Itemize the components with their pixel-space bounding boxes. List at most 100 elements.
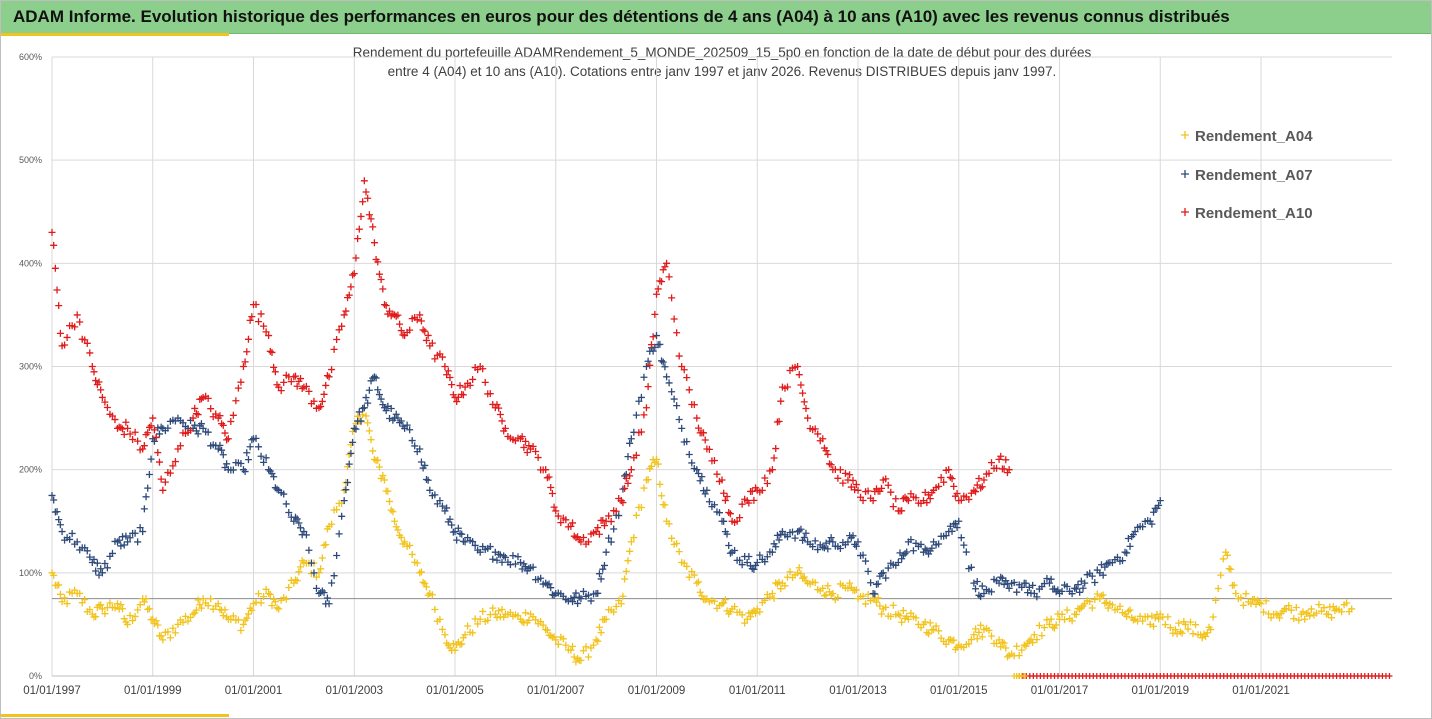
data-point (1099, 591, 1107, 599)
data-point (977, 621, 985, 629)
x-tick-label: 01/01/2013 (829, 685, 887, 697)
data-point (406, 426, 414, 434)
data-point (1242, 590, 1250, 598)
data-point (972, 585, 980, 593)
data-point (419, 578, 427, 586)
data-point (1118, 609, 1126, 617)
data-point (663, 259, 671, 267)
data-point (543, 474, 551, 482)
data-point (532, 616, 540, 624)
data-point (882, 603, 890, 611)
data-point (218, 420, 226, 428)
data-point (113, 600, 121, 608)
data-point (713, 470, 721, 478)
data-point (350, 424, 358, 432)
data-point (367, 215, 375, 223)
data-point (223, 460, 231, 468)
data-point (570, 653, 578, 661)
data-point (710, 597, 718, 605)
data-point (839, 479, 847, 487)
data-point (554, 640, 562, 648)
data-point (841, 469, 849, 477)
y-tick-label: 200% (19, 465, 42, 475)
data-point (386, 414, 394, 422)
data-point (428, 339, 436, 347)
data-point (199, 595, 207, 603)
data-point (498, 417, 506, 425)
data-point (489, 604, 497, 612)
data-point (859, 497, 867, 505)
data-point (816, 587, 824, 595)
data-point (562, 516, 570, 524)
data-point (219, 612, 227, 620)
data-point (103, 403, 111, 411)
data-point (624, 479, 632, 487)
data-point (453, 398, 461, 406)
data-point (651, 458, 659, 466)
data-point (310, 397, 318, 405)
data-point (76, 589, 84, 597)
data-point (417, 317, 425, 325)
data-point (518, 618, 526, 626)
data-point (1061, 616, 1069, 624)
data-point (975, 591, 983, 599)
data-point (690, 464, 698, 472)
data-point (775, 578, 783, 586)
data-point (901, 493, 909, 501)
data-point (1329, 603, 1337, 611)
data-point (993, 577, 1001, 585)
data-point (874, 594, 882, 602)
data-point (849, 476, 857, 484)
data-point (1255, 599, 1263, 607)
data-point (219, 451, 227, 459)
data-point (872, 598, 880, 606)
data-point (277, 387, 285, 395)
data-point (139, 528, 147, 536)
data-point (241, 468, 249, 476)
data-point (816, 437, 824, 445)
data-point (86, 553, 94, 561)
data-point (1086, 598, 1094, 606)
data-point (846, 471, 854, 479)
data-point (354, 235, 362, 243)
data-point (804, 414, 812, 422)
data-point (967, 563, 975, 571)
data-point (1063, 606, 1071, 614)
data-point (659, 266, 667, 274)
data-point (237, 378, 245, 386)
data-point (1126, 606, 1134, 614)
data-point (859, 592, 867, 600)
data-point (605, 534, 613, 542)
data-point (355, 225, 363, 233)
data-point (1091, 595, 1099, 603)
data-point (416, 311, 424, 319)
data-point (120, 541, 128, 549)
data-point (421, 327, 429, 335)
y-tick-label: 400% (19, 258, 42, 268)
data-point (489, 555, 497, 563)
data-point (786, 568, 794, 576)
data-point (312, 573, 320, 581)
data-point (93, 559, 101, 567)
data-point (585, 538, 593, 546)
data-point (514, 553, 522, 561)
data-point (92, 567, 100, 575)
data-point (1155, 615, 1163, 623)
data-point (500, 613, 508, 621)
data-point (514, 612, 522, 620)
data-point (481, 378, 489, 386)
data-point (229, 612, 237, 620)
data-point (595, 570, 603, 578)
data-point (382, 302, 390, 310)
data-point (142, 493, 150, 501)
data-point (126, 612, 134, 619)
data-point (260, 322, 268, 330)
data-point (574, 533, 582, 541)
data-point (448, 521, 456, 529)
data-point (554, 512, 562, 520)
data-point (658, 492, 666, 500)
series-Rendement_A04 (48, 404, 1356, 666)
data-point (775, 536, 783, 544)
data-point (514, 434, 522, 442)
data-point (612, 602, 620, 610)
